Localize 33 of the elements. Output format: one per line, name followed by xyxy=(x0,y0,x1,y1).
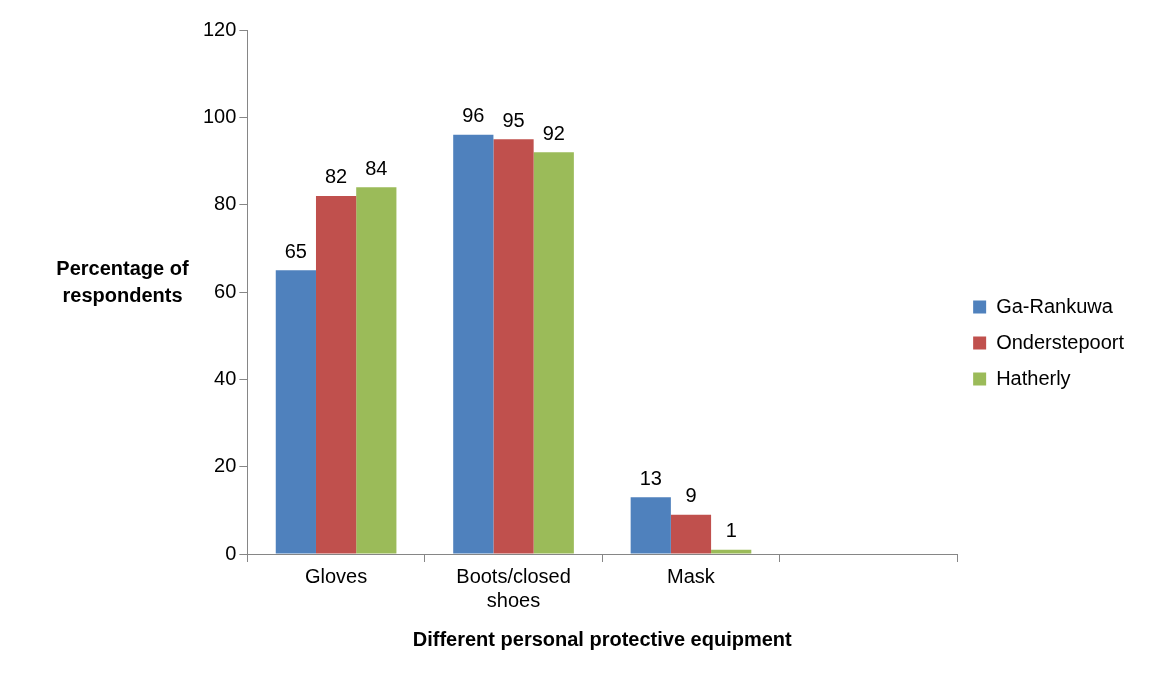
bar xyxy=(315,195,357,554)
data-label: 1 xyxy=(725,519,737,542)
y-tick-label: 100 xyxy=(202,104,237,127)
bar xyxy=(453,134,494,554)
data-label: 96 xyxy=(462,104,485,127)
legend-label: Hatherly xyxy=(996,366,1071,389)
bar xyxy=(493,139,534,554)
data-label: 92 xyxy=(542,121,565,144)
x-tick-label: Gloves xyxy=(304,564,368,587)
y-tick-label: 60 xyxy=(214,279,237,302)
bar xyxy=(711,549,752,554)
y-axis-title: Percentage of respondents xyxy=(55,256,190,308)
y-tick-label: 80 xyxy=(214,192,237,215)
legend-label: Onderstepoort xyxy=(996,330,1125,353)
data-label: 9 xyxy=(685,484,697,507)
bar xyxy=(356,187,397,554)
legend-label: Ga-Rankuwa xyxy=(996,294,1114,317)
data-label: 82 xyxy=(324,165,348,188)
bar xyxy=(670,514,712,554)
bar xyxy=(533,152,574,554)
x-tick-label: Mask xyxy=(667,564,716,587)
data-label: 95 xyxy=(502,108,525,131)
x-axis-title: Different personal protective equipment xyxy=(412,627,793,650)
bar xyxy=(630,497,671,554)
y-tick-label: 0 xyxy=(225,541,237,564)
data-label: 13 xyxy=(639,466,662,489)
y-tick-label: 40 xyxy=(214,366,237,389)
data-label: 84 xyxy=(365,156,388,179)
data-label: 65 xyxy=(284,239,307,262)
y-tick-label: 20 xyxy=(214,454,237,477)
y-tick-label: 120 xyxy=(202,17,237,40)
x-tick-label: Boots/closed shoes xyxy=(456,564,571,611)
bar xyxy=(275,270,316,554)
